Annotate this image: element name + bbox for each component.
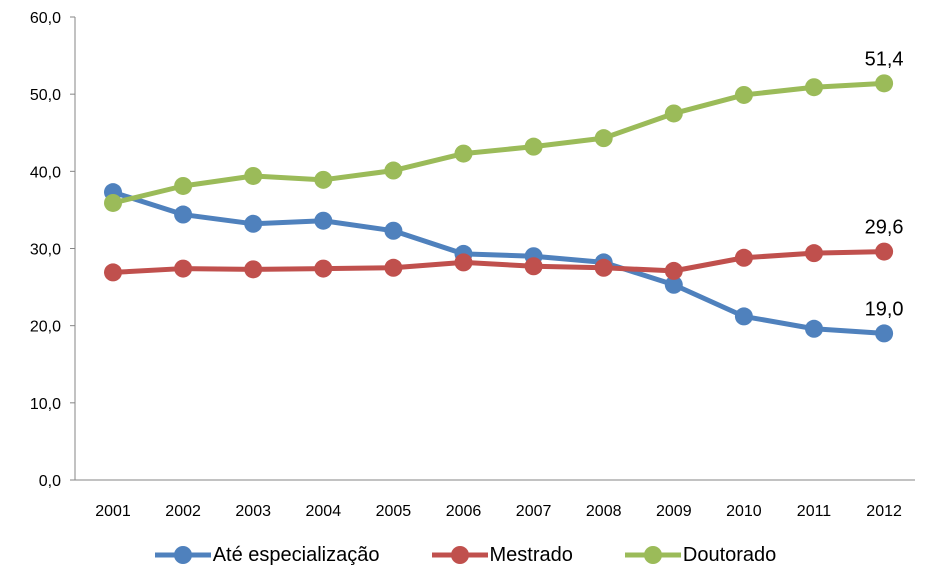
data-point	[384, 221, 403, 240]
legend-swatch-mestrado	[431, 546, 488, 564]
legend-label-ate-especializacao: Até especialização	[212, 543, 380, 566]
y-tick-label: 50,0	[30, 87, 61, 104]
chart-axes	[70, 16, 915, 481]
series-doutorado	[104, 74, 894, 212]
data-point	[594, 129, 613, 148]
data-point	[664, 104, 683, 123]
data-point	[314, 211, 333, 230]
legend-label-mestrado: Mestrado	[489, 543, 573, 566]
data-point	[454, 144, 473, 163]
data-point	[875, 242, 894, 261]
y-tick-label: 10,0	[30, 396, 61, 413]
x-tick-label: 2001	[95, 503, 131, 520]
series-line	[112, 189, 885, 336]
data-point	[244, 214, 263, 233]
data-point	[174, 259, 193, 278]
data-point	[664, 275, 683, 294]
y-tick-label: 60,0	[30, 10, 61, 27]
data-point	[454, 253, 473, 272]
data-labels: 51,4 29,6 19,0	[865, 48, 904, 320]
series-line	[112, 249, 885, 275]
x-tick-label: 2002	[165, 503, 201, 520]
x-tick-label: 2012	[866, 503, 902, 520]
legend-swatch-ate-especializacao	[154, 546, 211, 564]
data-point	[805, 319, 823, 338]
data-point	[384, 161, 403, 180]
x-tick-label: 2010	[726, 503, 762, 520]
x-tick-label: 2009	[656, 503, 692, 520]
series-ate-especializacao	[104, 183, 894, 343]
data-point	[734, 85, 753, 104]
data-point	[664, 261, 683, 280]
data-point	[104, 193, 122, 212]
tick-labels: 0,0 10,0 20,0 30,0 40,0 50,0 60,0 2001 2002 2003 2…	[30, 10, 902, 520]
data-label: 19,0	[865, 298, 904, 320]
data-point	[174, 205, 193, 224]
data-point	[314, 259, 333, 278]
x-tick-label: 2003	[235, 503, 271, 520]
data-point	[524, 257, 543, 276]
legend-label-doutorado: Doutorado	[682, 543, 777, 566]
legend-item-doutorado: Doutorado	[624, 543, 777, 567]
x-tick-label: 2011	[797, 503, 832, 520]
data-label: 29,6	[865, 217, 904, 239]
legend-swatch-doutorado	[624, 546, 681, 564]
chart-legend: Até especialização Mestrado Doutorado	[0, 538, 931, 572]
data-point	[244, 260, 263, 279]
x-tick-label: 2006	[446, 503, 482, 520]
data-point	[524, 137, 543, 156]
data-point	[594, 258, 613, 277]
y-tick-label: 40,0	[30, 164, 61, 181]
data-point	[805, 244, 823, 263]
data-point	[384, 258, 403, 277]
legend-item-ate-especializacao: Até especialização	[154, 543, 380, 567]
x-tick-label: 2007	[516, 503, 552, 520]
data-point	[314, 170, 333, 189]
data-point	[734, 248, 753, 267]
data-point	[875, 74, 894, 93]
x-tick-label: 2004	[306, 503, 342, 520]
y-tick-label: 20,0	[30, 319, 61, 336]
y-tick-label: 30,0	[30, 242, 61, 259]
x-tick-label: 2008	[586, 503, 622, 520]
data-point	[805, 78, 823, 97]
series-line	[112, 80, 885, 206]
data-point	[174, 176, 193, 195]
legend-item-mestrado: Mestrado	[431, 543, 573, 567]
data-point	[875, 324, 894, 343]
series-mestrado	[104, 242, 894, 282]
data-point	[104, 263, 122, 282]
x-tick-label: 2005	[376, 503, 412, 520]
y-tick-label: 0,0	[39, 473, 61, 490]
chart-series	[104, 74, 894, 343]
data-point	[734, 307, 753, 326]
data-label: 51,4	[865, 48, 904, 70]
data-point	[244, 166, 263, 185]
